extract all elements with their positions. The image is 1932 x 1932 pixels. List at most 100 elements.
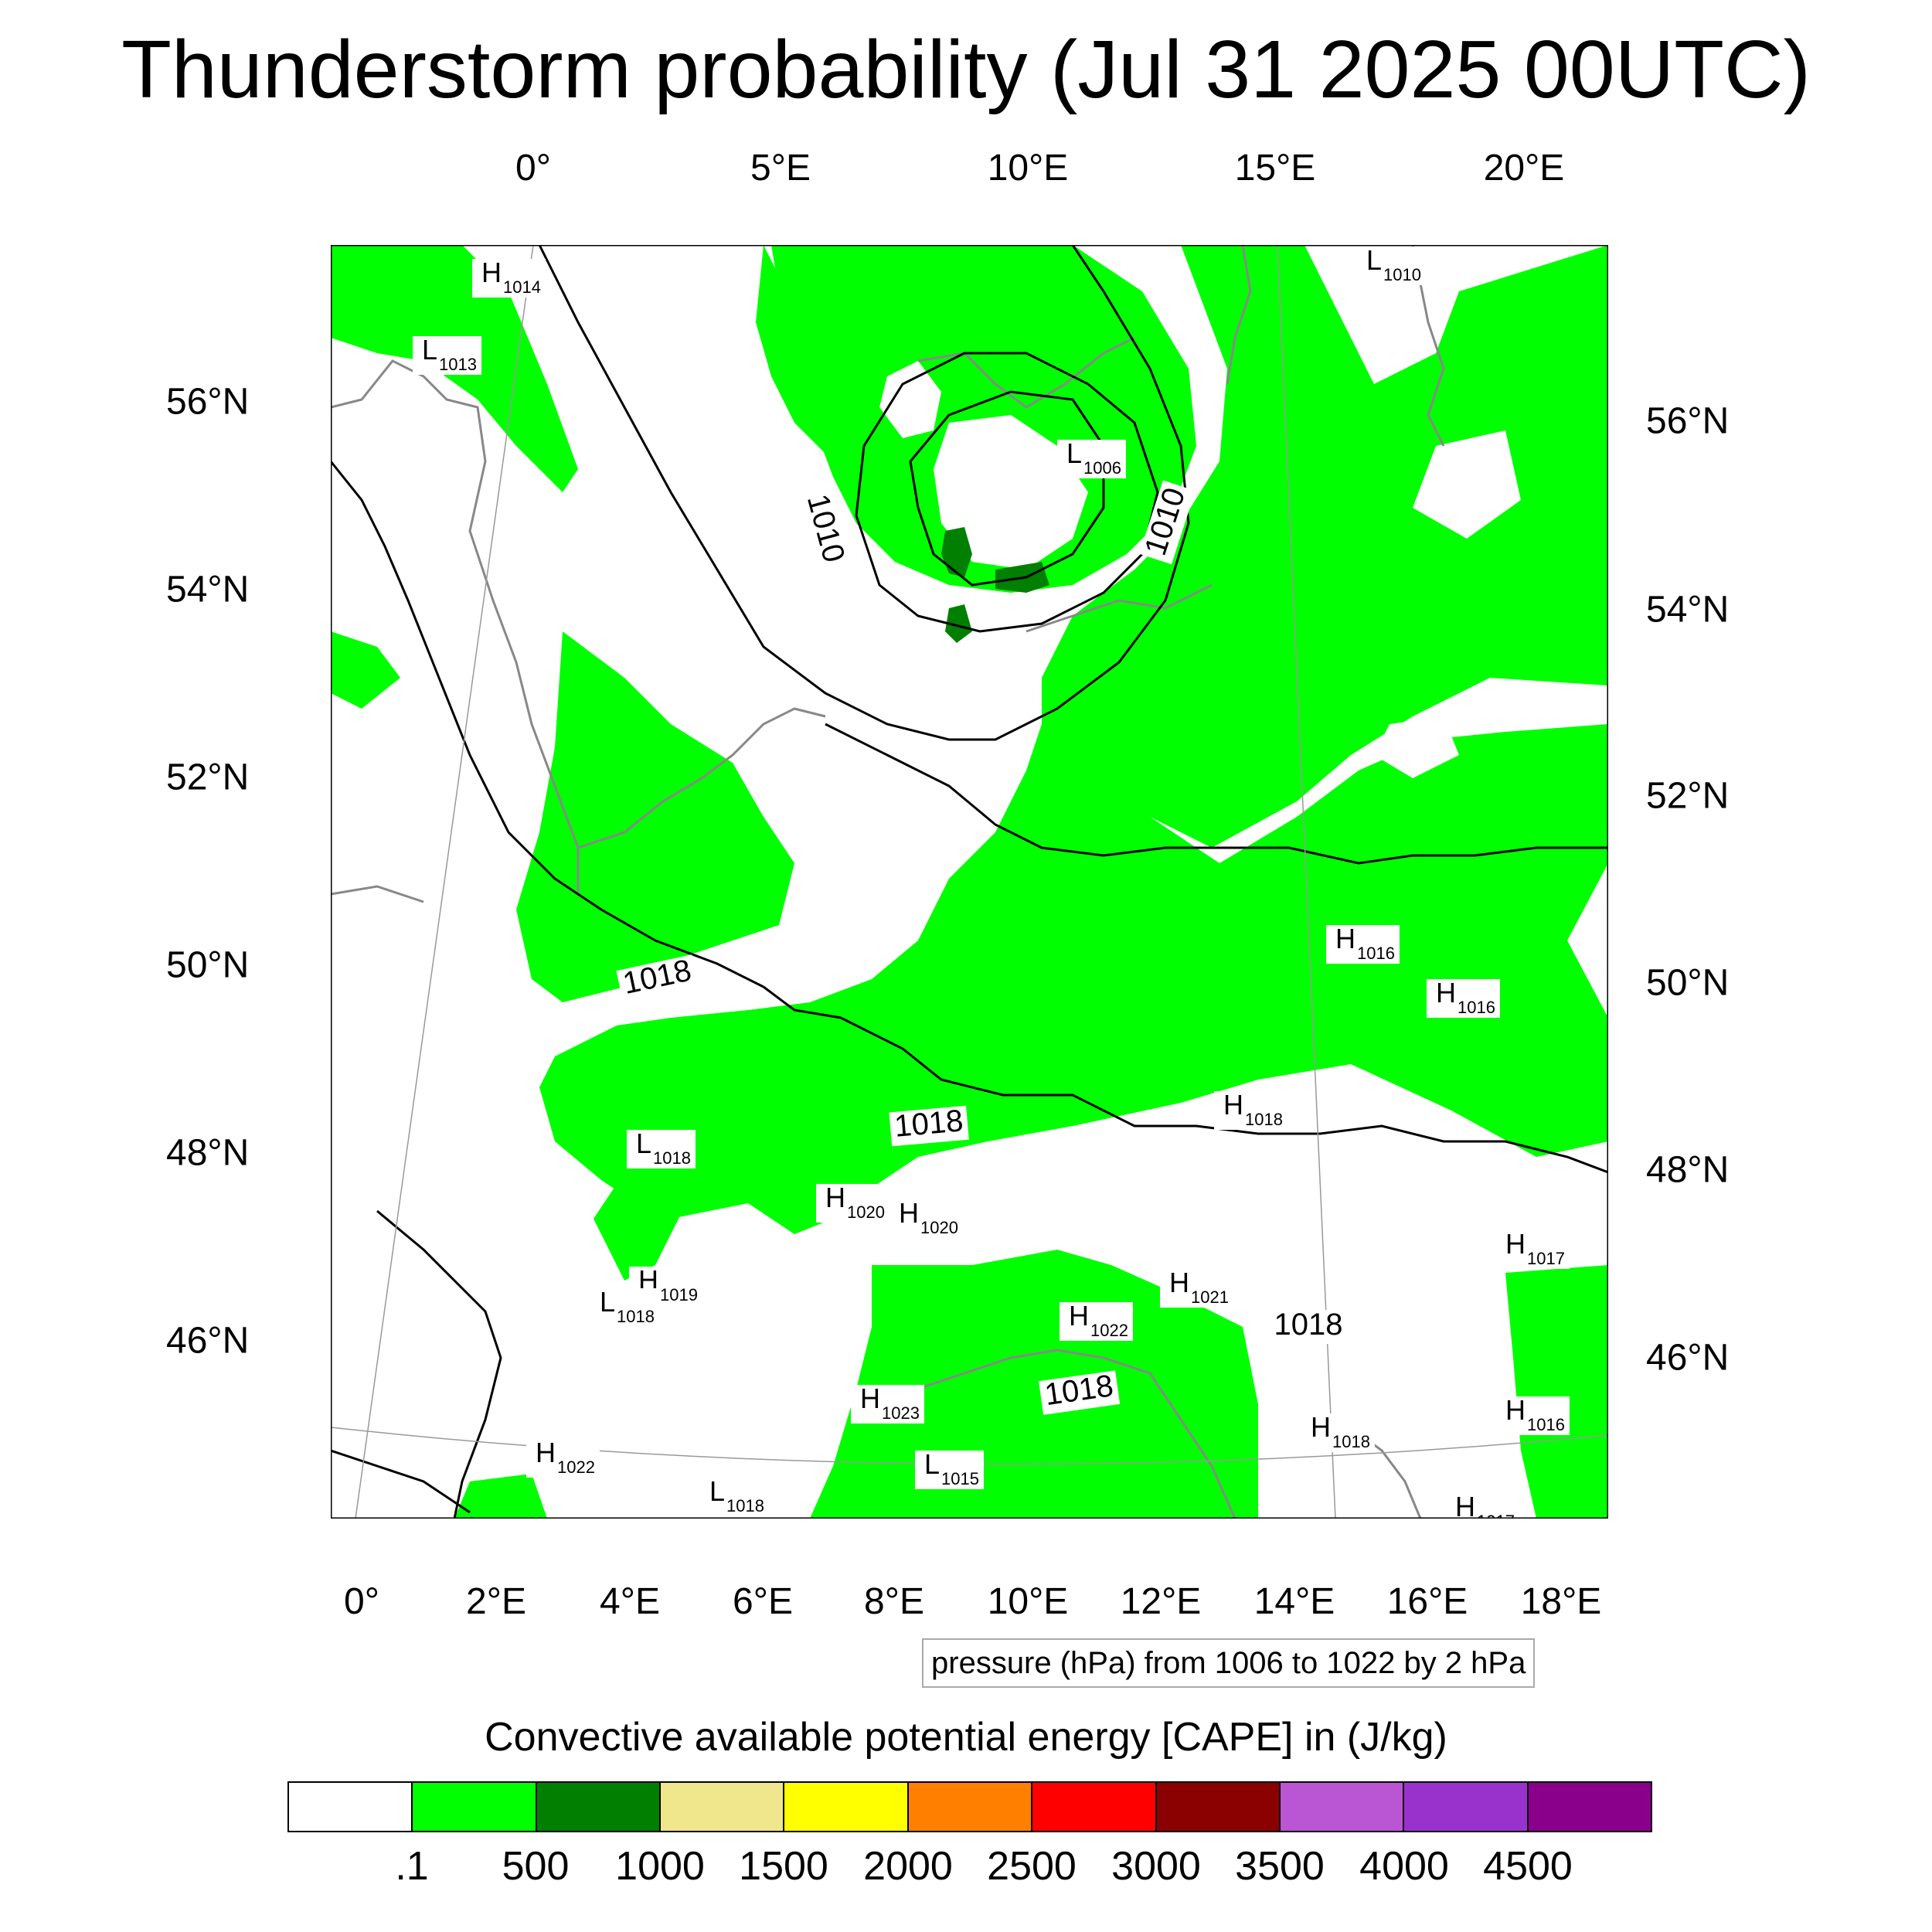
left-lat-label: 48°N	[166, 1132, 250, 1174]
pressure-center-value: 1018	[726, 1496, 764, 1515]
colorbar-cell	[784, 1783, 909, 1831]
colorbar-cell	[1032, 1783, 1157, 1831]
isobar-labels: 1010 1010 1018 1018 1018 1018	[616, 480, 1347, 1415]
pressure-center-value: 1014	[503, 277, 541, 297]
legend-title: Convective available potential energy [C…	[485, 1715, 1447, 1760]
pressure-center-value: 1018	[1332, 1432, 1370, 1451]
pressure-center: H 1016	[1326, 923, 1400, 964]
right-lat-label: 56°N	[1646, 400, 1730, 442]
left-lat-label: 52°N	[166, 757, 250, 798]
pressure-center: H 1018	[1214, 1089, 1287, 1130]
pressure-center-value: 1016	[1357, 944, 1395, 963]
colorbar-cell	[1528, 1783, 1651, 1831]
pressure-center-labels: H 1014 L 1013 L 1006 L 1010 H 1016 H 1016 H 101…	[413, 245, 1570, 1519]
bottom-lon-label: 2°E	[466, 1581, 526, 1622]
pressure-center: H 1016	[1496, 1394, 1570, 1435]
pressure-center-letter: H	[825, 1182, 845, 1213]
pressure-center-value: 1020	[920, 1218, 958, 1237]
pressure-center-value: 1010	[1383, 265, 1421, 284]
colorbar-label: 3500	[1235, 1844, 1325, 1889]
bottom-lon-label: 10°E	[987, 1581, 1069, 1622]
colorbar-cell	[1404, 1783, 1529, 1831]
pressure-center: H 1014	[472, 257, 546, 298]
colorbar-label: 1000	[615, 1844, 705, 1889]
top-lon-label: 20°E	[1483, 148, 1565, 189]
pressure-center-letter: L	[1066, 437, 1082, 469]
pressure-center-letter: H	[860, 1383, 880, 1414]
colorbar-label: 3000	[1111, 1844, 1201, 1889]
pressure-center-value: 1022	[557, 1458, 595, 1477]
pressure-center-letter: H	[1169, 1267, 1189, 1298]
pressure-center: L 1013	[413, 334, 481, 375]
chart-title: Thunderstorm probability (Jul 31 2025 00…	[121, 24, 1811, 115]
pressure-center-letter: H	[481, 257, 502, 288]
pressure-center-letter: L	[600, 1286, 615, 1318]
pressure-center-value: 1022	[1090, 1321, 1128, 1340]
pressure-center: H 1023	[851, 1383, 924, 1423]
colorbar-cell	[1280, 1783, 1405, 1831]
top-lon-label: 10°E	[987, 148, 1069, 189]
contour-info-box: pressure (hPa) from 1006 to 1022 by 2 hP…	[922, 1638, 1536, 1688]
pressure-center-value: 1016	[1458, 998, 1495, 1017]
pressure-center-letter: H	[1505, 1394, 1526, 1426]
right-lat-label: 50°N	[1646, 962, 1730, 1004]
pressure-center-value: 1018	[617, 1307, 655, 1326]
pressure-center-value: 1018	[653, 1148, 691, 1168]
bottom-lon-label: 16°E	[1386, 1581, 1468, 1622]
left-lat-label: 56°N	[166, 381, 250, 423]
colorbar-cell	[1156, 1783, 1281, 1831]
pressure-center-value: 1017	[1477, 1512, 1515, 1519]
right-lat-label: 54°N	[1646, 589, 1730, 631]
pressure-center-letter: H	[1335, 923, 1355, 954]
top-lon-label: 0°	[515, 148, 551, 189]
isobar-label: 1018	[1274, 1308, 1343, 1342]
pressure-center-letter: H	[1436, 977, 1456, 1009]
pressure-center-letter: H	[536, 1437, 556, 1468]
colorbar-label: 4500	[1483, 1844, 1573, 1889]
pressure-center-value: 1016	[1527, 1415, 1565, 1434]
left-lat-label: 50°N	[166, 944, 250, 986]
pressure-center: H 1020	[816, 1182, 889, 1223]
pressure-center-letter: L	[1366, 245, 1382, 276]
pressure-center-letter: H	[1223, 1089, 1243, 1121]
pressure-center-letter: L	[422, 334, 437, 366]
isobar-label: 1018	[893, 1104, 964, 1144]
pressure-center-value: 1006	[1083, 458, 1121, 478]
pressure-center-value: 1018	[1245, 1110, 1283, 1129]
pressure-center: H 1022	[1060, 1300, 1133, 1341]
pressure-center-letter: L	[924, 1448, 940, 1480]
pressure-center: L 1018	[627, 1128, 696, 1168]
pressure-center: H 1020	[889, 1197, 963, 1238]
isobars	[331, 245, 1608, 1519]
right-lat-label: 46°N	[1646, 1337, 1730, 1379]
top-lon-label: 5°E	[750, 148, 811, 189]
pressure-center: L 1018	[700, 1475, 769, 1516]
bottom-lon-label: 8°E	[864, 1581, 924, 1622]
pressure-center-value: 1017	[1527, 1249, 1565, 1268]
pressure-center-value: 1013	[439, 355, 477, 374]
colorbar-cell	[908, 1783, 1033, 1831]
colorbar-label: 4000	[1359, 1844, 1449, 1889]
pressure-center-letter: H	[1311, 1411, 1331, 1443]
top-lon-label: 15°E	[1234, 148, 1316, 189]
colorbar-label: 500	[502, 1844, 570, 1889]
bottom-lon-label: 6°E	[733, 1581, 793, 1622]
right-lat-label: 48°N	[1646, 1149, 1730, 1191]
bottom-lon-label: 12°E	[1120, 1581, 1202, 1622]
left-lat-label: 54°N	[166, 569, 250, 611]
pressure-center: H 1018	[1301, 1411, 1375, 1452]
pressure-center: H 1016	[1427, 977, 1500, 1018]
colorbar-label: 2500	[987, 1844, 1077, 1889]
pressure-center-letter: H	[1455, 1491, 1475, 1519]
colorbar-label: 1500	[739, 1844, 828, 1889]
colorbar	[287, 1781, 1652, 1832]
colorbar-label: .1	[395, 1844, 429, 1889]
bottom-lon-label: 4°E	[600, 1581, 660, 1622]
pressure-center-value: 1019	[660, 1285, 698, 1304]
pressure-center: L 1018	[590, 1286, 659, 1327]
pressure-center-value: 1023	[882, 1403, 920, 1423]
pressure-center-letter: H	[1069, 1300, 1089, 1332]
pressure-center-letter: H	[899, 1197, 919, 1229]
right-lat-label: 52°N	[1646, 775, 1730, 817]
pressure-center-value: 1021	[1191, 1287, 1229, 1307]
